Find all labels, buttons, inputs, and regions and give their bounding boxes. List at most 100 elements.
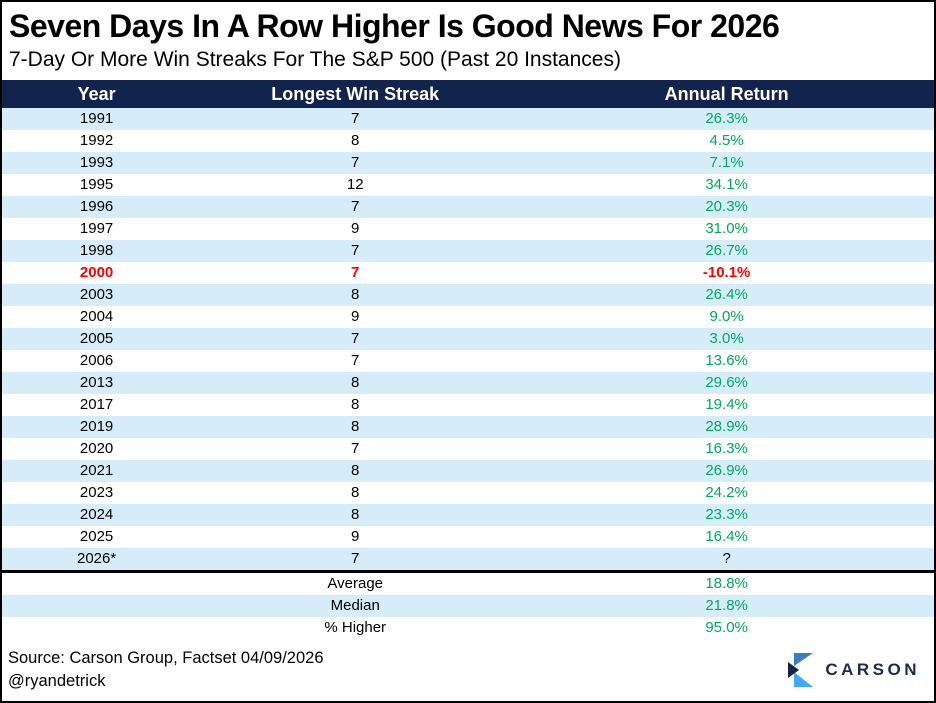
cell-annual-return: 28.9% <box>705 418 748 435</box>
cell-empty <box>2 617 191 639</box>
cell-streak: 9 <box>351 308 360 325</box>
summary-row: Median 21.8% <box>2 595 934 617</box>
cell-streak: 7 <box>351 154 360 171</box>
cell-annual-return: 16.4% <box>705 528 748 545</box>
cell-annual-return: 4.5% <box>709 132 744 149</box>
table-row: 2021 8 26.9% <box>2 460 934 482</box>
cell-year: 2019 <box>79 418 114 435</box>
cell-streak: 7 <box>351 330 360 347</box>
cell-summary-value: 95.0% <box>705 619 748 636</box>
cell-streak: 8 <box>351 506 360 523</box>
cell-annual-return: 19.4% <box>705 396 748 413</box>
table-row: 2005 7 3.0% <box>2 328 934 350</box>
table-row: 1992 8 4.5% <box>2 130 934 152</box>
cell-annual-return: -10.1% <box>702 264 751 281</box>
table-body: 1991 7 26.3% 1992 8 4.5% 1993 7 7.1% 1995 12 34.1% 1… <box>2 108 934 572</box>
cell-year: 2004 <box>79 308 114 325</box>
cell-year: 2026* <box>76 550 117 567</box>
cell-annual-return: 24.2% <box>705 484 748 501</box>
cell-summary-label: Average <box>327 575 384 592</box>
cell-year: 1993 <box>79 154 114 171</box>
cell-year: 1996 <box>79 198 114 215</box>
table-row: 2020 7 16.3% <box>2 438 934 460</box>
cell-streak: 8 <box>351 286 360 303</box>
cell-year: 2024 <box>79 506 114 523</box>
header-row: Year Longest Win Streak Annual Return <box>2 80 934 108</box>
cell-summary-value: 21.8% <box>705 597 748 614</box>
cell-streak: 8 <box>351 132 360 149</box>
cell-streak: 7 <box>351 110 360 127</box>
cell-annual-return: 3.0% <box>709 330 744 347</box>
cell-streak: 12 <box>346 176 364 193</box>
cell-annual-return: 26.7% <box>705 242 748 259</box>
cell-year: 1998 <box>79 242 114 259</box>
cell-year: 2000 <box>79 264 114 281</box>
cell-streak: 8 <box>351 374 360 391</box>
table-row: 2026* 7? <box>2 548 934 572</box>
table-row: 1995 12 34.1% <box>2 174 934 196</box>
cell-year: 2006 <box>79 352 114 369</box>
carson-logo: CARSON <box>785 652 920 689</box>
summary-row: % Higher 95.0% <box>2 617 934 639</box>
cell-streak: 7 <box>351 198 360 215</box>
cell-annual-return: 26.9% <box>705 462 748 479</box>
cell-annual-return: 26.3% <box>705 110 748 127</box>
cell-year: 1991 <box>79 110 114 127</box>
table-row: 1997 9 31.0% <box>2 218 934 240</box>
column-header-return: Annual Return <box>519 80 934 108</box>
cell-streak: 9 <box>351 528 360 545</box>
cell-year: 2023 <box>79 484 114 501</box>
source-text: Source: Carson Group, Factset 04/09/2026 <box>8 649 324 667</box>
cell-summary-label: Median <box>330 597 380 614</box>
win-streak-table: Year Longest Win Streak Annual Return 19… <box>2 80 934 639</box>
cell-annual-return: ? <box>722 550 731 567</box>
cell-streak: 8 <box>351 396 360 413</box>
cell-year: 2025 <box>79 528 114 545</box>
table-row: 2025 9 16.4% <box>2 526 934 548</box>
table-row: 2017 8 19.4% <box>2 394 934 416</box>
cell-year: 2013 <box>79 374 114 391</box>
table-row: 1991 7 26.3% <box>2 108 934 130</box>
cell-streak: 7 <box>351 242 360 259</box>
cell-annual-return: 26.4% <box>705 286 748 303</box>
carson-logo-text: CARSON <box>825 660 920 679</box>
cell-annual-return: 23.3% <box>705 506 748 523</box>
footer: Source: Carson Group, Factset 04/09/2026… <box>2 643 934 701</box>
cell-annual-return: 34.1% <box>705 176 748 193</box>
table-row: 2024 8 23.3% <box>2 504 934 526</box>
table-row: 2000 7 -10.1% <box>2 262 934 284</box>
cell-year: 2021 <box>79 462 114 479</box>
cell-streak: 7 <box>351 352 360 369</box>
table-row: 2013 8 29.6% <box>2 372 934 394</box>
cell-year: 2005 <box>79 330 114 347</box>
table-row: 2006 7 13.6% <box>2 350 934 372</box>
cell-year: 1992 <box>79 132 114 149</box>
table-row: 2019 8 28.9% <box>2 416 934 438</box>
cell-empty <box>2 572 191 596</box>
cell-streak: 8 <box>351 418 360 435</box>
chart-title: Seven Days In A Row Higher Is Good News … <box>9 8 780 44</box>
summary-row: Average 18.8% <box>2 572 934 596</box>
cell-year: 2020 <box>79 440 114 457</box>
cell-summary-label: % Higher <box>324 619 387 636</box>
cell-annual-return: 31.0% <box>705 220 748 237</box>
chart-subtitle: 7-Day Or More Win Streaks For The S&P 50… <box>9 48 621 71</box>
cell-annual-return: 7.1% <box>709 154 744 171</box>
cell-annual-return: 9.0% <box>709 308 744 325</box>
table-row: 2003 8 26.4% <box>2 284 934 306</box>
cell-streak: 7 <box>351 264 360 281</box>
author-handle: @ryandetrick <box>8 672 106 690</box>
table-header: Year Longest Win Streak Annual Return <box>2 80 934 108</box>
cell-annual-return: 13.6% <box>705 352 748 369</box>
cell-streak: 7 <box>351 440 360 457</box>
carson-chevron-icon <box>788 652 814 687</box>
cell-streak: 8 <box>351 462 360 479</box>
cell-streak: 7 <box>351 550 360 567</box>
cell-year: 2003 <box>79 286 114 303</box>
table-row: 1993 7 7.1% <box>2 152 934 174</box>
cell-annual-return: 20.3% <box>705 198 748 215</box>
cell-year: 1995 <box>79 176 114 193</box>
column-header-year: Year <box>2 80 192 108</box>
cell-year: 1997 <box>79 220 114 237</box>
